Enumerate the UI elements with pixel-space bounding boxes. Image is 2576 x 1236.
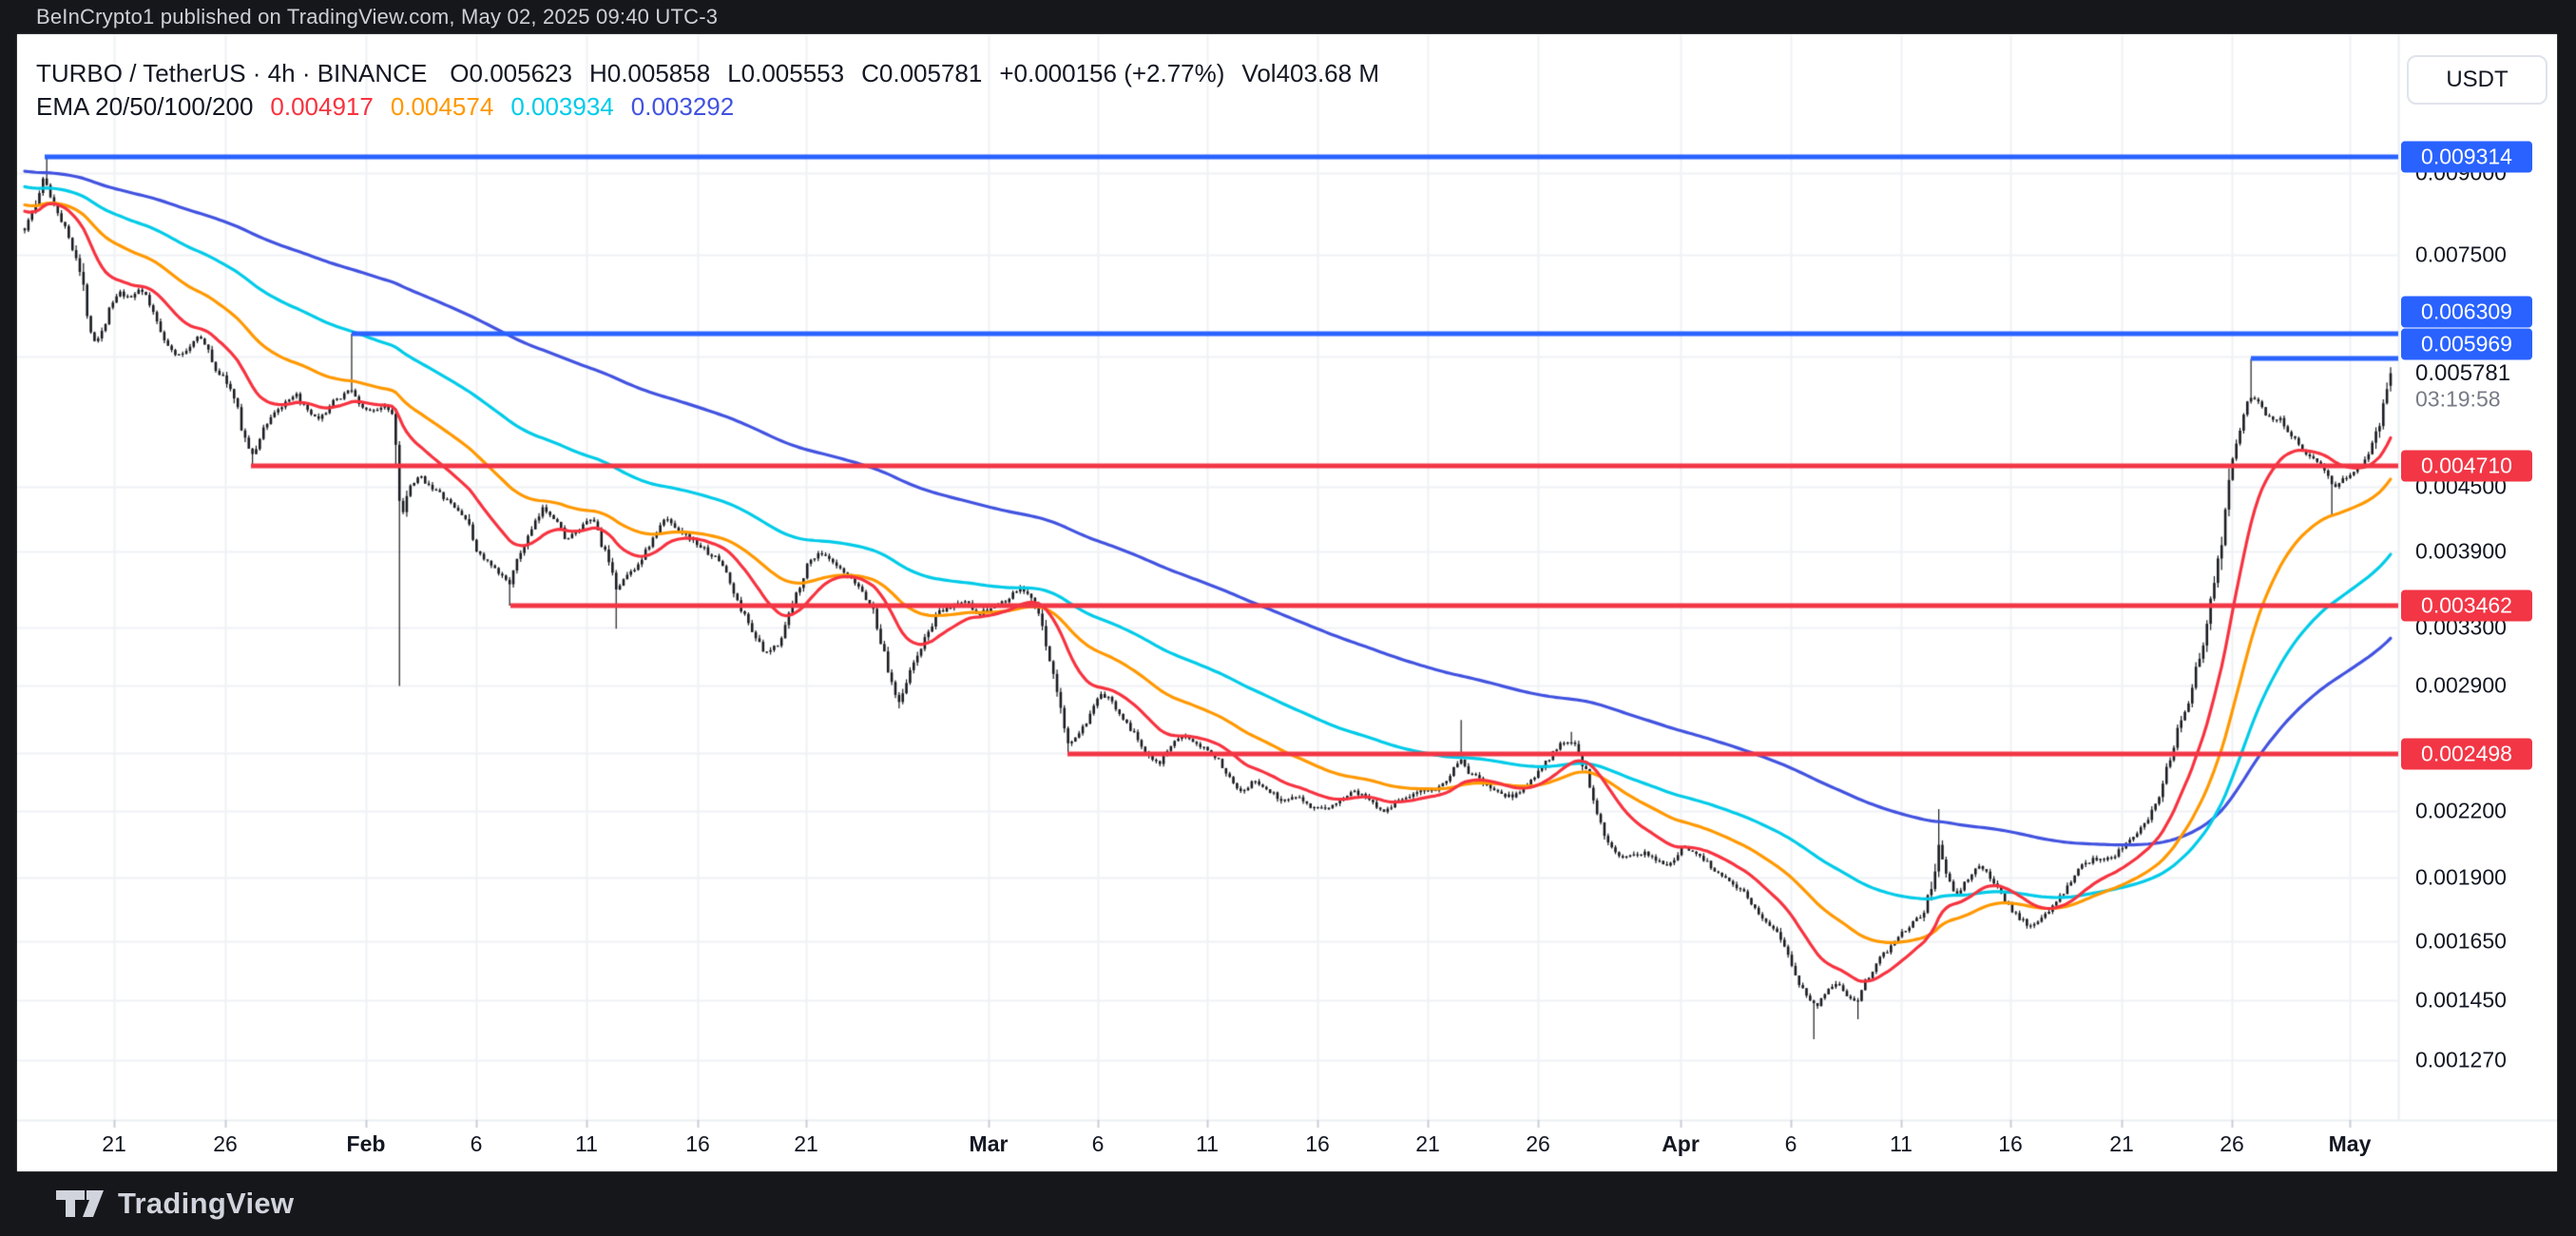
price-line-label: 0.006309 bbox=[2401, 296, 2532, 328]
ema-value: 0.004574 bbox=[390, 92, 494, 121]
change-value: +0.000156 (+2.77%) bbox=[999, 59, 1225, 87]
brand-bar: TradingView bbox=[0, 1171, 2576, 1236]
x-axis-tick: May bbox=[2328, 1131, 2372, 1156]
price-line-label: 0.002498 bbox=[2401, 738, 2532, 770]
y-axis-tick: 0.002200 bbox=[2415, 798, 2507, 823]
last-price-label: 0.005781 bbox=[2415, 360, 2511, 386]
ema-value: 0.003934 bbox=[510, 92, 614, 121]
x-axis-tick: Feb bbox=[346, 1131, 386, 1156]
price-line-label: 0.009314 bbox=[2401, 141, 2532, 173]
currency-toggle-button[interactable]: USDT bbox=[2407, 55, 2547, 105]
volume-value: Vol403.68 M bbox=[1241, 59, 1379, 87]
price-line-label: 0.004710 bbox=[2401, 450, 2532, 482]
x-axis-tick: 6 bbox=[470, 1131, 483, 1156]
x-axis-tick: Mar bbox=[969, 1131, 1009, 1156]
y-axis-tick: 0.007500 bbox=[2415, 241, 2507, 267]
ema-label[interactable]: EMA 20/50/100/200 bbox=[36, 92, 254, 121]
symbol-row: TURBO / TetherUS · 4h · BINANCE O0.00562… bbox=[36, 57, 1379, 90]
ema-values: 0.004917 0.004574 0.003934 0.003292 bbox=[270, 92, 734, 122]
y-axis-tick: 0.003900 bbox=[2415, 538, 2507, 564]
x-axis-tick: 26 bbox=[213, 1131, 238, 1156]
x-axis-tick: 16 bbox=[1998, 1131, 2023, 1156]
ohlc-value: O0.005623 bbox=[450, 59, 572, 87]
y-axis-tick: 0.001900 bbox=[2415, 864, 2507, 890]
x-axis-tick: 21 bbox=[102, 1131, 126, 1156]
ema-value: 0.003292 bbox=[630, 92, 735, 121]
x-axis-tick: 16 bbox=[685, 1131, 710, 1156]
y-axis-tick: 0.001450 bbox=[2415, 987, 2507, 1013]
ohlc-values: O0.005623 H0.005858 L0.005553 C0.005781 bbox=[450, 59, 982, 88]
ema-row: EMA 20/50/100/200 0.004917 0.004574 0.0039… bbox=[36, 90, 1379, 124]
x-axis-tick: 11 bbox=[575, 1131, 598, 1156]
x-axis-tick: 6 bbox=[1784, 1131, 1797, 1156]
x-axis-tick: 21 bbox=[1415, 1131, 1440, 1156]
ema-value: 0.004917 bbox=[270, 92, 374, 121]
x-axis-tick: 21 bbox=[794, 1131, 818, 1156]
ohlc-value: L0.005553 bbox=[727, 59, 845, 87]
ohlc-value: C0.005781 bbox=[861, 59, 983, 87]
chart-legend: TURBO / TetherUS · 4h · BINANCE O0.00562… bbox=[36, 57, 1379, 124]
x-axis-tick: 21 bbox=[2109, 1131, 2134, 1156]
brand-name: TradingView bbox=[118, 1187, 295, 1220]
x-axis-tick: 11 bbox=[1196, 1131, 1219, 1156]
x-axis-tick: Apr bbox=[1662, 1131, 1700, 1156]
symbol-title[interactable]: TURBO / TetherUS · 4h · BINANCE bbox=[36, 59, 428, 87]
x-axis-tick: 6 bbox=[1091, 1131, 1105, 1156]
tradingview-logo-icon bbox=[56, 1190, 104, 1217]
x-axis-tick: 11 bbox=[1890, 1131, 1913, 1156]
price-line-label: 0.003462 bbox=[2401, 589, 2532, 622]
countdown-timer: 03:19:58 bbox=[2415, 386, 2501, 412]
price-line-label: 0.005969 bbox=[2401, 328, 2532, 360]
y-axis-tick: 0.001270 bbox=[2415, 1047, 2507, 1072]
x-axis-tick: 16 bbox=[1305, 1131, 1330, 1156]
x-axis-tick: 26 bbox=[1526, 1131, 1550, 1156]
y-axis-tick: 0.001650 bbox=[2415, 928, 2507, 954]
ohlc-value: H0.005858 bbox=[588, 59, 711, 87]
x-axis-tick: 26 bbox=[2220, 1131, 2244, 1156]
y-axis-tick: 0.002900 bbox=[2415, 672, 2507, 698]
